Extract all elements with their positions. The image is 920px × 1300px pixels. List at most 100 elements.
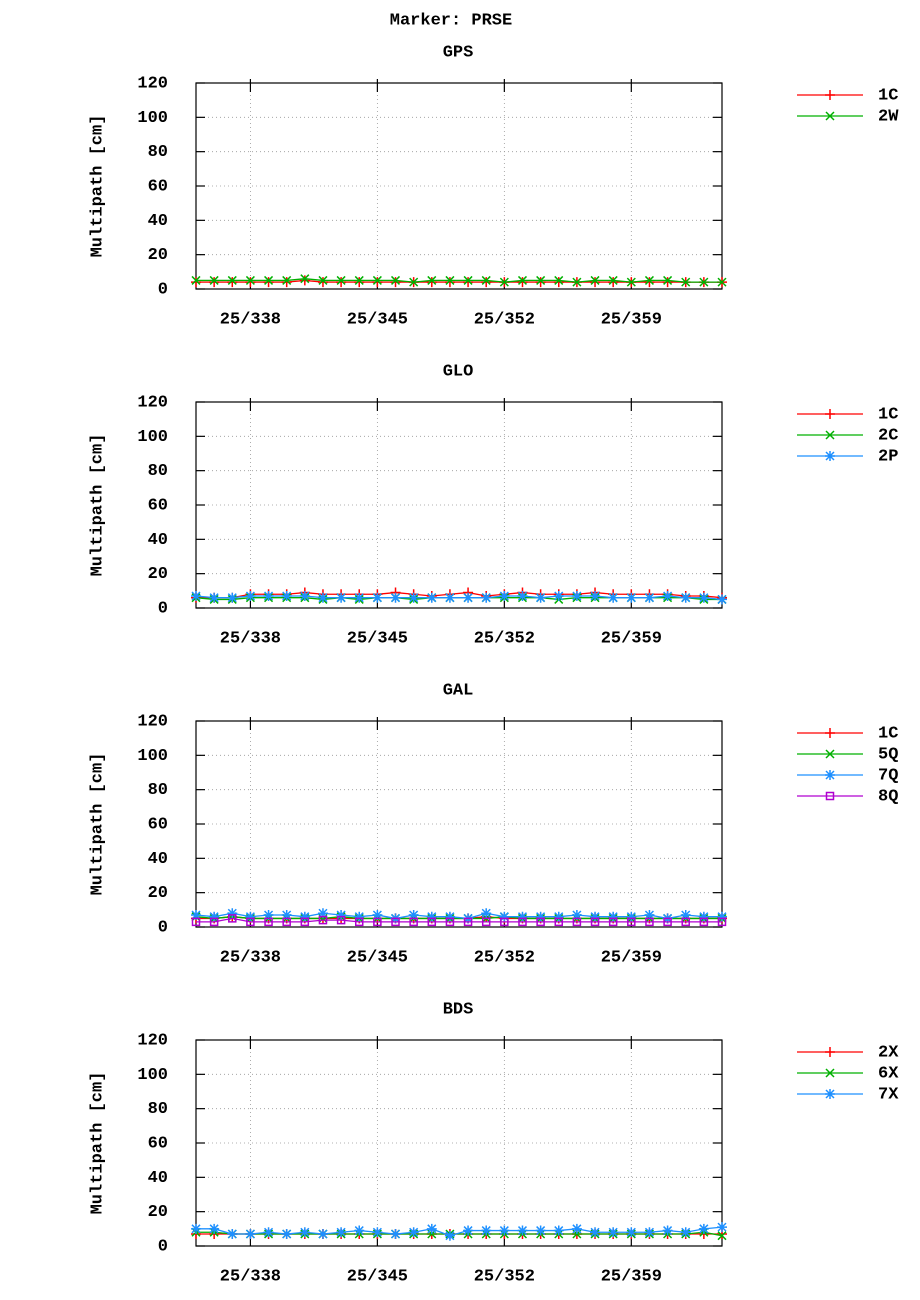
y-axis-label: Multipath [cm] [88,753,107,896]
y-tick-label: 80 [148,462,168,481]
point-marker [680,592,691,603]
point-marker [517,275,528,285]
point-marker [499,277,509,287]
point-marker [681,277,691,287]
point-marker [463,275,473,285]
point-marker [263,277,274,288]
point-marker [717,1231,727,1241]
point-marker [698,592,709,603]
x-tick-label: 25/345 [347,1267,408,1286]
x-tick-label: 25/359 [601,1267,662,1286]
point-marker [408,592,419,603]
point-marker [263,1227,274,1238]
legend-label: 7X [878,1085,899,1104]
point-marker [444,1230,455,1241]
point-marker [499,590,510,601]
point-marker [445,917,455,927]
legend-marker [825,409,835,419]
point-marker [644,277,655,288]
series-line [196,591,723,599]
point-marker [191,909,201,920]
point-marker [336,915,346,925]
point-marker [553,277,564,288]
point-marker [626,1227,637,1238]
point-marker [354,277,365,288]
point-marker [336,592,347,603]
point-marker [228,914,237,923]
y-tick-label: 20 [148,884,168,903]
point-marker [227,277,238,288]
point-marker [282,275,292,285]
point-marker [318,915,328,925]
point-marker [191,917,201,927]
point-marker [608,275,618,285]
x-tick-label: 25/352 [474,629,535,648]
point-marker [590,911,601,922]
point-marker [554,917,564,927]
y-tick-label: 60 [148,177,168,196]
x-tick-label: 25/345 [347,948,408,967]
y-tick-label: 40 [148,212,168,231]
point-marker [409,277,419,287]
point-marker [336,277,347,288]
y-tick-label: 100 [137,1066,168,1085]
point-marker [662,590,673,601]
point-marker [390,275,401,285]
point-marker [645,917,654,927]
point-marker [463,917,473,927]
point-marker [372,275,382,285]
point-marker [281,277,292,288]
point-marker [608,911,619,922]
plot-frame [195,1039,723,1247]
point-marker [318,275,328,285]
x-tick-label: 25/359 [601,629,662,648]
y-tick-label: 60 [148,496,168,515]
point-marker [500,917,509,927]
panel-title: GAL [443,681,474,700]
point-marker [717,277,727,287]
point-marker [662,277,673,288]
point-marker [263,909,274,920]
y-axis-label: Multipath [cm] [88,1072,107,1215]
point-marker [662,1225,673,1236]
point-marker [535,1225,546,1236]
y-tick-label: 80 [148,1100,168,1119]
point-marker [299,275,310,286]
x-tick-label: 25/359 [601,948,662,967]
point-marker [317,1228,328,1239]
y-tick-label: 40 [148,531,168,550]
point-marker [209,1223,220,1234]
point-marker [608,1227,619,1238]
y-tick-label: 100 [137,747,168,766]
y-tick-label: 120 [137,1031,168,1050]
point-marker [554,275,564,285]
y-tick-label: 20 [148,246,168,265]
point-marker [608,277,619,288]
point-marker [372,909,383,920]
point-marker [354,911,365,922]
point-marker [463,592,474,603]
point-marker [445,275,455,285]
point-marker [481,908,492,919]
legend-marker [825,749,835,759]
point-marker [444,911,455,922]
series-line [195,912,722,920]
point-marker [590,590,601,601]
x-tick-label: 25/338 [220,629,281,648]
point-marker [590,275,600,285]
legend-label: 2C [878,426,898,445]
point-marker [717,1222,727,1233]
point-marker [209,277,220,288]
point-marker [245,590,256,601]
point-marker [372,277,383,288]
point-marker [444,592,455,603]
x-tick-label: 25/338 [220,1267,281,1286]
point-marker [680,909,691,920]
y-tick-label: 20 [148,1203,168,1222]
legend-label: 1C [878,405,898,424]
legend-label: 7Q [878,766,898,785]
point-marker [608,592,619,603]
point-marker [391,917,400,927]
point-marker [191,275,201,285]
point-marker [354,275,364,285]
